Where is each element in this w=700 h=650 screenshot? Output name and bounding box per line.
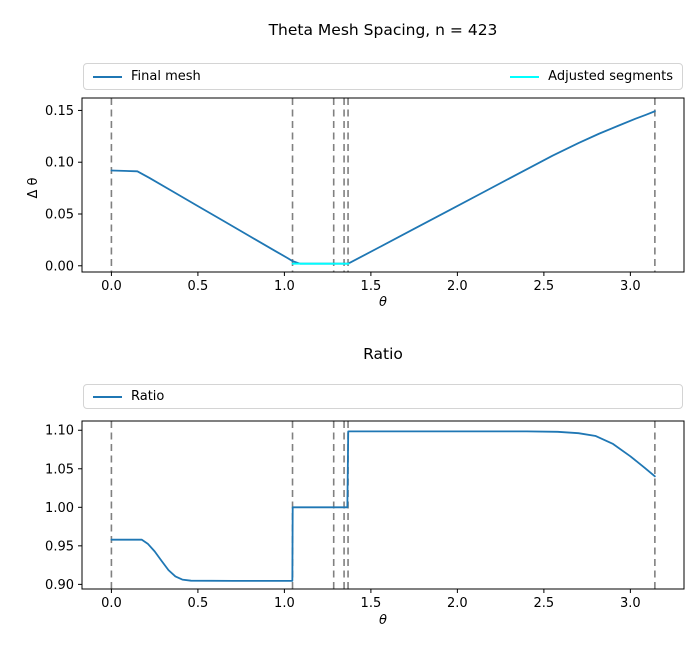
y-tick-label: 1.10 — [45, 424, 74, 439]
legend-line-sample — [93, 395, 122, 398]
legend-item: Final mesh — [93, 69, 201, 84]
chart0-title: Theta Mesh Spacing, n = 423 — [268, 21, 498, 39]
x-tick-label: 2.5 — [534, 279, 555, 294]
y-tick-label: 1.00 — [45, 501, 74, 516]
segment-boundary-vlines — [110, 421, 656, 589]
y-tick-label: 0.00 — [45, 259, 74, 274]
chart1-title: Ratio — [363, 345, 403, 363]
y-tick-label: 0.95 — [45, 539, 74, 554]
chart1-legend: Ratio — [83, 384, 683, 409]
x-tick-label: 0.5 — [188, 279, 209, 294]
y-tick-label: 0.05 — [45, 208, 74, 223]
x-tick-label: 1.0 — [274, 596, 295, 611]
y-axis-ticks: 0.00 0.05 0.10 0.15 — [45, 104, 82, 274]
x-axis-ticks: 0.0 0.5 1.0 1.5 2.0 2.5 3.0 — [101, 589, 641, 611]
series-final-mesh — [110, 110, 656, 265]
series-ratio — [110, 430, 656, 582]
x-tick-label: 3.0 — [620, 279, 641, 294]
chart0-plot: 0.0 0.5 1.0 1.5 2.0 2.5 3.0 0.00 0.05 0.10 0.15 — [45, 97, 685, 294]
legend-item: Ratio — [93, 389, 164, 404]
x-tick-label: 1.5 — [361, 279, 382, 294]
x-tick-label: 2.0 — [447, 596, 468, 611]
x-tick-label: 1.0 — [274, 279, 295, 294]
chart1-xlabel: θ — [379, 613, 387, 628]
x-tick-label: 1.5 — [361, 596, 382, 611]
y-tick-label: 0.90 — [45, 578, 74, 593]
chart1-plot: 0.0 0.5 1.0 1.5 2.0 2.5 3.0 0.90 0.95 1.00 1.05 1.1… — [45, 420, 685, 611]
x-tick-label: 3.0 — [620, 596, 641, 611]
chart0-legend: Final mesh Adjusted segments — [83, 63, 683, 90]
y-tick-label: 0.15 — [45, 104, 74, 119]
y-tick-label: 1.05 — [45, 462, 74, 477]
chart0-xlabel: θ — [379, 295, 387, 310]
chart0-ylabel: Δ θ — [26, 177, 41, 199]
legend-label: Adjusted segments — [548, 69, 673, 84]
legend-line-sample — [93, 75, 122, 78]
x-tick-label: 0.0 — [101, 596, 122, 611]
legend-label: Final mesh — [131, 69, 201, 84]
x-axis-ticks: 0.0 0.5 1.0 1.5 2.0 2.5 3.0 — [101, 272, 641, 294]
legend-item: Adjusted segments — [510, 69, 673, 84]
axes-spines — [81, 420, 685, 590]
x-tick-label: 0.0 — [101, 279, 122, 294]
y-tick-label: 0.10 — [45, 156, 74, 171]
x-tick-label: 2.5 — [534, 596, 555, 611]
y-axis-ticks: 0.90 0.95 1.00 1.05 1.10 — [45, 424, 82, 593]
legend-label: Ratio — [131, 389, 165, 404]
x-tick-label: 0.5 — [188, 596, 209, 611]
axes-spines — [81, 97, 685, 273]
legend-line-sample — [510, 75, 540, 78]
segment-boundary-vlines — [110, 98, 656, 272]
x-tick-label: 2.0 — [447, 279, 468, 294]
